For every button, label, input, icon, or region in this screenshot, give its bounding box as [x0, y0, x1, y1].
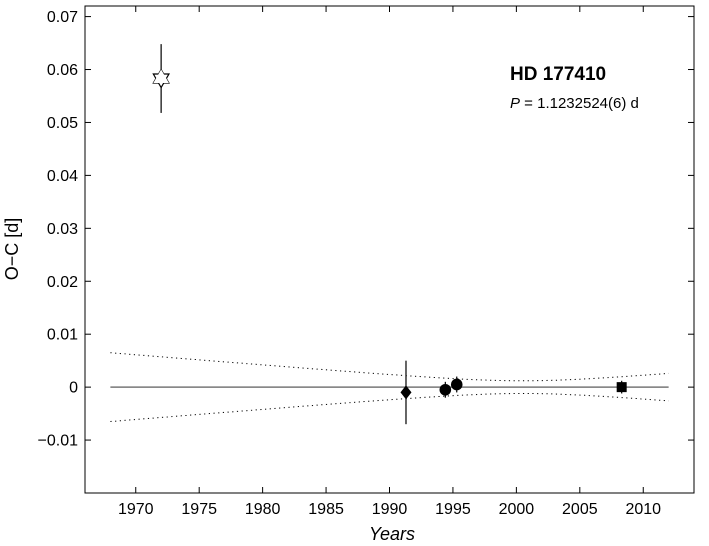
y-tick-label: 0.06 [47, 62, 78, 79]
y-axis-ticks: −0.01 0 0.01 0.02 0.03 0.04 0.05 0.06 0.07 [38, 9, 694, 450]
y-tick-label: 0.07 [47, 9, 78, 26]
data-point-star [152, 44, 170, 113]
confidence-band [110, 352, 669, 422]
x-axis-ticks: 1970 1975 1980 1985 1990 1995 2000 2005 2010 [118, 6, 661, 518]
x-tick-label: 1970 [118, 501, 154, 518]
data-point-square [616, 380, 627, 394]
x-tick-label: 1985 [308, 501, 344, 518]
y-tick-label: 0.03 [47, 221, 78, 238]
x-tick-label: 2010 [625, 501, 661, 518]
y-tick-label: 0.01 [47, 327, 78, 344]
data-points [152, 44, 627, 425]
x-tick-label: 1995 [435, 501, 471, 518]
confidence-band-lower [110, 393, 669, 422]
period-symbol: P [510, 95, 520, 112]
y-axis-label: O−C [d] [2, 218, 22, 281]
star-marker-fill [153, 69, 169, 84]
x-axis-label: Years [369, 524, 415, 544]
x-tick-label: 2005 [562, 501, 598, 518]
confidence-band-upper [110, 352, 669, 382]
data-point-circle [450, 376, 463, 393]
chart-title: HD 177410 [510, 64, 606, 85]
diamond-marker [400, 385, 412, 400]
period-value: = 1.1232524(6) d [520, 95, 639, 112]
x-tick-label: 1980 [245, 501, 281, 518]
circle-marker [439, 383, 452, 396]
circle-marker [450, 378, 463, 391]
data-point-diamond [400, 360, 412, 425]
y-tick-label: 0.05 [47, 115, 78, 132]
y-tick-label: 0.04 [47, 168, 78, 185]
data-point-circle [439, 381, 452, 398]
y-tick-label: 0 [69, 380, 78, 397]
y-tick-label: −0.01 [38, 433, 79, 450]
period-annotation: P = 1.1232524(6) d [510, 95, 639, 112]
y-tick-label: 0.02 [47, 274, 78, 291]
x-tick-label: 1990 [372, 501, 408, 518]
square-marker [616, 382, 627, 393]
x-tick-label: 1975 [181, 501, 217, 518]
x-tick-label: 2000 [499, 501, 535, 518]
